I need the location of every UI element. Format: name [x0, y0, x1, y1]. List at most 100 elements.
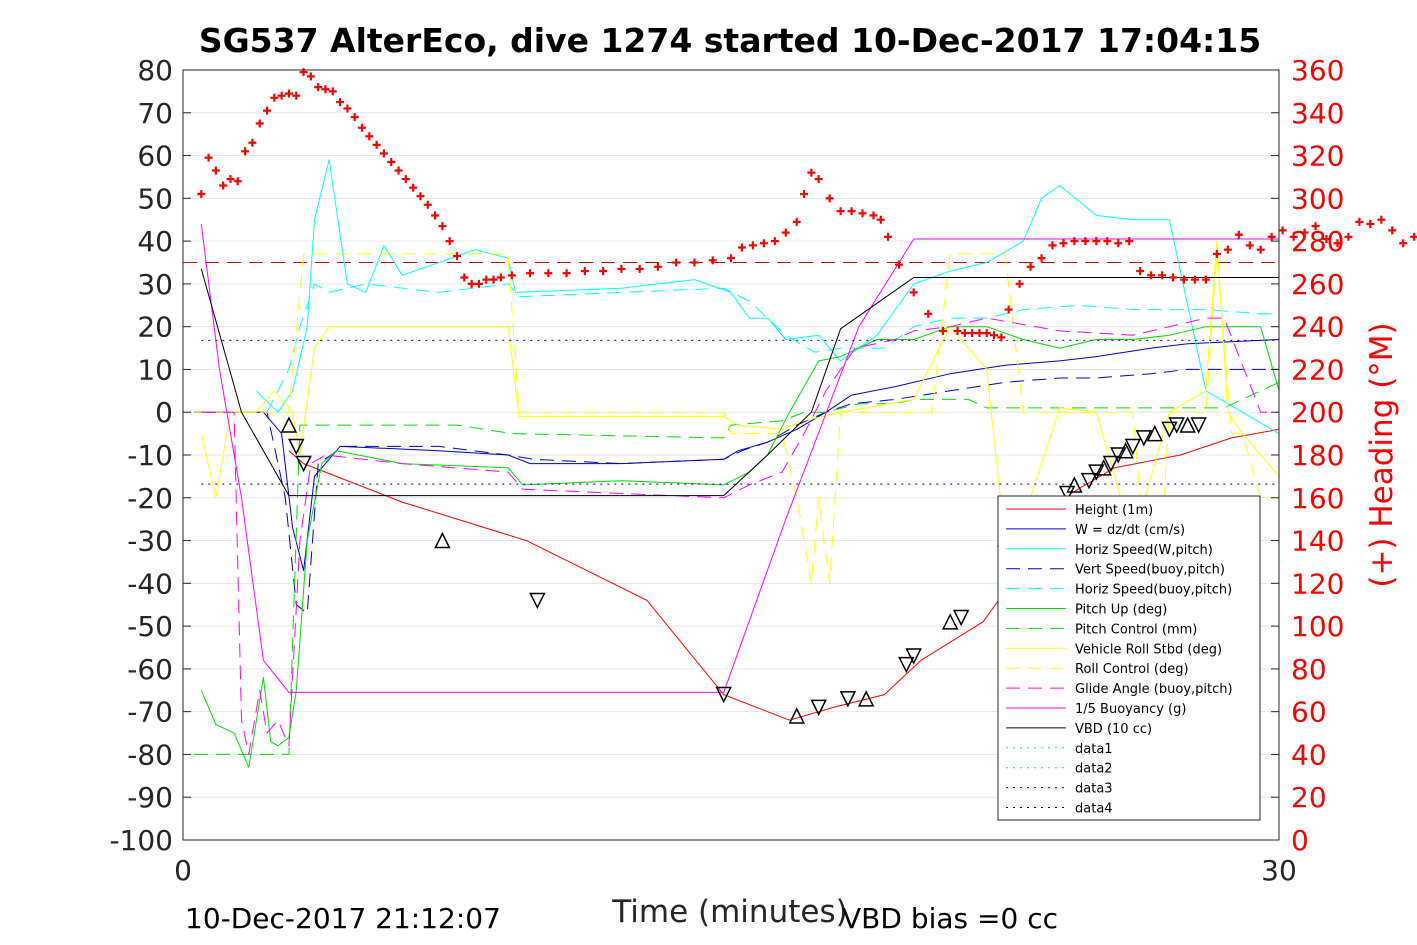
triangle-marker — [1168, 417, 1185, 434]
heading-point — [467, 279, 476, 288]
heading-point — [1355, 217, 1364, 226]
heading-point — [968, 329, 977, 338]
heading-point — [953, 326, 962, 335]
right-tick-label: 180 — [1291, 439, 1344, 472]
right-tick-label: 280 — [1291, 225, 1344, 258]
heading-point — [1333, 239, 1342, 248]
heading-point — [562, 269, 571, 278]
legend-label-10: Glide Angle (buoy,pitch) — [1075, 682, 1233, 697]
heading-point — [938, 326, 947, 335]
heading-point — [292, 91, 301, 100]
triangle-marker — [1102, 455, 1120, 473]
heading-point — [1223, 245, 1232, 254]
heading-point — [1201, 275, 1210, 284]
heading-point — [814, 175, 823, 184]
right-tick-label: 340 — [1291, 97, 1344, 130]
left-tick-label: 20 — [137, 311, 173, 344]
heading-point — [1070, 237, 1079, 246]
right-tick-label: 320 — [1291, 140, 1344, 173]
right-tick-label: 60 — [1291, 696, 1327, 729]
triangle-marker — [1146, 424, 1164, 442]
triangle-marker — [1066, 476, 1083, 493]
triangle-marker — [1190, 417, 1207, 434]
left-tick-label: -60 — [127, 653, 173, 686]
heading-point — [482, 275, 491, 284]
right-tick-label: 220 — [1291, 353, 1344, 386]
footer-timestamp: 10-Dec-2017 21:12:07 — [185, 902, 501, 935]
heading-point — [409, 183, 418, 192]
right-tick-label: 160 — [1291, 482, 1344, 515]
triangle-marker — [1080, 472, 1098, 490]
heading-point — [1147, 271, 1156, 280]
legend-label-11: 1/5 Buoyancy (g) — [1075, 702, 1186, 717]
heading-point — [1377, 215, 1386, 224]
triangle-marker — [941, 613, 959, 630]
series-line-5 — [266, 283, 1279, 413]
heading-point — [321, 85, 330, 94]
heading-point — [284, 89, 293, 98]
heading-point — [1059, 239, 1068, 248]
series-line-8 — [200, 240, 1280, 542]
legend-label-5: Horiz Speed(buoy,pitch) — [1075, 583, 1232, 598]
heading-point — [960, 329, 969, 338]
heading-point — [781, 228, 790, 237]
chart-title: SG537 AlterEco, dive 1274 started 10-Dec… — [199, 21, 1261, 60]
triangle-marker — [288, 438, 305, 456]
triangle-marker — [952, 609, 970, 627]
heading-point — [211, 166, 220, 175]
legend-label-13: data1 — [1075, 742, 1113, 757]
heading-point — [1180, 275, 1189, 284]
triangle-marker — [280, 416, 298, 433]
heading-point — [876, 215, 885, 224]
heading-point — [690, 258, 699, 267]
heading-point — [1048, 241, 1057, 250]
right-tick-label: 260 — [1291, 268, 1344, 301]
legend-label-7: Pitch Control (mm) — [1075, 622, 1197, 637]
series-line-10 — [201, 317, 1279, 755]
legend-label-4: Vert Speed(buoy,pitch) — [1075, 563, 1225, 578]
heading-point — [255, 119, 264, 128]
heading-point — [895, 260, 904, 269]
left-tick-label: 60 — [137, 140, 173, 173]
heading-point — [1114, 239, 1123, 248]
left-tick-label: 50 — [137, 182, 173, 215]
heading-point — [1366, 220, 1375, 228]
heading-point — [489, 275, 498, 284]
heading-point — [270, 93, 279, 102]
heading-point — [635, 264, 644, 273]
left-tick-label: -10 — [127, 439, 173, 472]
heading-point — [737, 243, 746, 252]
legend-label-12: VBD (10 cc) — [1075, 722, 1152, 737]
heading-point — [975, 329, 984, 338]
triangle-marker — [839, 691, 857, 708]
legend-label-1: Height (1m) — [1075, 503, 1153, 518]
heading-point — [204, 153, 213, 162]
left-tick-label: -100 — [109, 824, 173, 857]
heading-point — [924, 309, 933, 318]
heading-point — [1212, 249, 1221, 258]
right-tick-label: 120 — [1291, 567, 1344, 600]
right-tick-label: 300 — [1291, 182, 1344, 215]
legend-label-9: Roll Control (deg) — [1075, 662, 1189, 677]
heading-point — [1256, 245, 1265, 254]
triangle-marker — [1095, 459, 1112, 476]
left-tick-label: 40 — [137, 225, 173, 258]
heading-point — [496, 273, 505, 282]
heading-point — [770, 237, 779, 246]
series-line-9 — [194, 253, 1279, 584]
left-tick-label: 80 — [137, 54, 173, 87]
heading-point — [599, 267, 608, 276]
triangle-marker — [905, 648, 922, 665]
heading-point — [416, 192, 425, 201]
heading-point — [372, 140, 381, 149]
heading-point — [474, 279, 483, 288]
heading-point — [1081, 237, 1090, 246]
series-line-4 — [194, 368, 1280, 614]
heading-point — [672, 258, 681, 267]
heading-point — [1103, 237, 1112, 246]
heading-point — [1037, 254, 1046, 263]
legend-label-2: W = dz/dt (cm/s) — [1075, 523, 1185, 538]
heading-point — [1125, 237, 1134, 246]
heading-point — [1311, 222, 1320, 231]
heading-point — [1234, 230, 1243, 239]
